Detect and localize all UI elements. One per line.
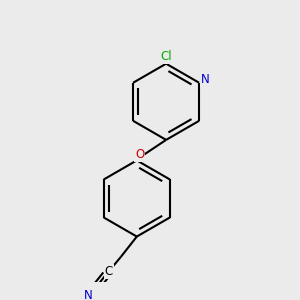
Text: N: N [201,73,210,85]
Text: C: C [105,265,113,278]
Text: N: N [84,289,93,300]
Text: O: O [135,148,144,161]
Text: Cl: Cl [160,50,172,63]
